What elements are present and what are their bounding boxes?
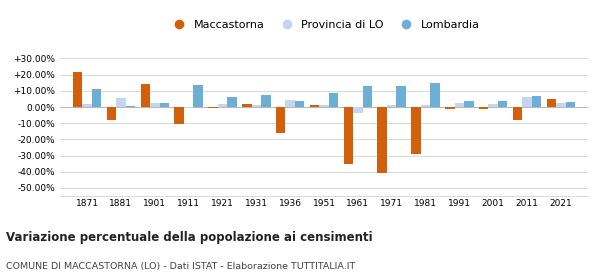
Bar — [184, 107, 193, 108]
Bar — [218, 104, 227, 107]
Bar — [445, 107, 455, 109]
Bar — [532, 96, 541, 107]
Bar — [344, 107, 353, 164]
Text: COMUNE DI MACCASTORNA (LO) - Dati ISTAT - Elaborazione TUTTITALIA.IT: COMUNE DI MACCASTORNA (LO) - Dati ISTAT … — [6, 262, 355, 271]
Bar — [82, 104, 92, 107]
Bar — [261, 95, 271, 107]
Bar — [160, 103, 169, 107]
Bar — [421, 105, 430, 107]
Bar — [498, 101, 508, 107]
Legend: Maccastorna, Provincia di LO, Lombardia: Maccastorna, Provincia di LO, Lombardia — [164, 15, 484, 34]
Bar — [479, 107, 488, 109]
Bar — [116, 98, 125, 107]
Bar — [397, 86, 406, 107]
Bar — [125, 106, 135, 107]
Bar — [92, 89, 101, 107]
Bar — [310, 105, 319, 107]
Bar — [362, 86, 372, 107]
Bar — [556, 103, 566, 107]
Bar — [387, 105, 397, 107]
Bar — [286, 100, 295, 107]
Bar — [329, 93, 338, 107]
Bar — [150, 103, 160, 107]
Bar — [193, 85, 203, 107]
Bar — [377, 107, 387, 173]
Text: Variazione percentuale della popolazione ai censimenti: Variazione percentuale della popolazione… — [6, 231, 373, 244]
Bar — [251, 105, 261, 107]
Bar — [464, 101, 473, 107]
Bar — [208, 107, 218, 108]
Bar — [319, 105, 329, 107]
Bar — [566, 102, 575, 107]
Bar — [455, 103, 464, 107]
Bar — [513, 107, 523, 120]
Bar — [412, 107, 421, 154]
Bar — [227, 97, 236, 107]
Bar — [523, 97, 532, 107]
Bar — [353, 107, 362, 113]
Bar — [430, 83, 440, 107]
Bar — [547, 99, 556, 107]
Bar — [488, 104, 498, 107]
Bar — [276, 107, 286, 133]
Bar — [107, 107, 116, 120]
Bar — [175, 107, 184, 124]
Bar — [73, 72, 82, 107]
Bar — [140, 84, 150, 107]
Bar — [295, 101, 304, 107]
Bar — [242, 104, 251, 107]
